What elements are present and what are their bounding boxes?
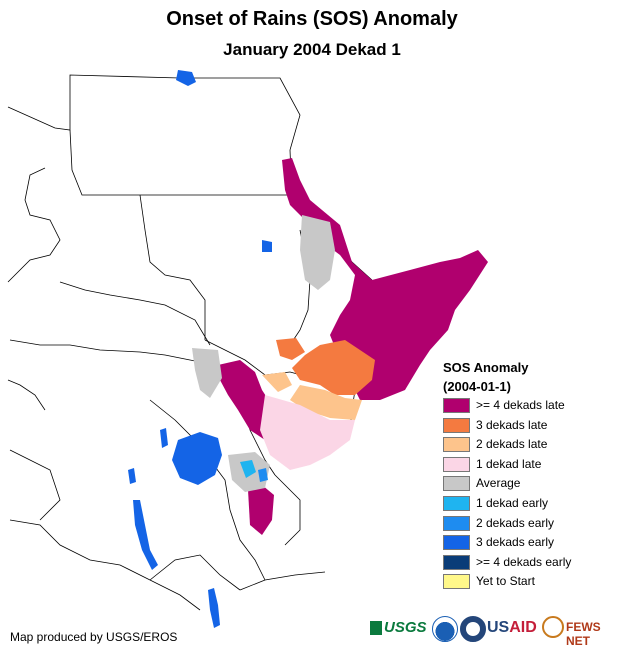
legend-label: Average	[476, 476, 521, 491]
legend: SOS Anomaly (2004-01-1) >= 4 dekads late…	[443, 358, 623, 592]
legend-swatch	[443, 574, 470, 590]
anomaly-regions	[192, 158, 488, 535]
water-bodies	[128, 70, 272, 628]
lake-tana	[262, 240, 272, 252]
border-sudan-west	[139, 194, 206, 340]
usaid-logo: USAID	[460, 616, 550, 642]
region-average-north	[300, 215, 335, 290]
legend-swatch	[443, 437, 470, 453]
lake-victoria	[172, 432, 222, 485]
legend-label: 1 dekad early	[476, 495, 549, 510]
map-title: Onset of Rains (SOS) Anomaly	[166, 8, 458, 30]
nile-delta	[176, 70, 196, 86]
legend-label: 3 dekads late	[476, 417, 548, 432]
border-car-sudan	[59, 281, 211, 346]
usaid-seal-icon	[460, 616, 486, 642]
border-drc-east	[149, 399, 266, 581]
legend-item: 3 dekads early	[443, 533, 623, 553]
border-egypt-sudan	[69, 129, 290, 196]
region-4-late-redsea	[282, 158, 488, 400]
legend-item: Average	[443, 474, 623, 494]
legend-label: >= 4 dekads early	[476, 554, 572, 569]
usaid-logo-text: USAID	[487, 619, 537, 637]
region-average-west	[192, 348, 222, 398]
legend-item: 1 dekad late	[443, 455, 623, 475]
border-chad-sudan	[7, 167, 61, 283]
region-4-late-south	[248, 485, 274, 535]
legend-swatch	[443, 554, 470, 570]
legend-swatch	[443, 515, 470, 531]
fewsnet-logo: FEWS NET	[542, 616, 622, 648]
legend-item: 2 dekads early	[443, 514, 623, 534]
region-1-late	[260, 395, 355, 470]
usgs-logo: USGS	[370, 619, 430, 638]
fewsnet-globe-icon	[542, 616, 564, 638]
border-angola	[9, 449, 61, 521]
region-1-early	[240, 460, 256, 478]
fewsnet-logo-text: FEWS NET	[566, 620, 601, 648]
border-libya-egypt	[7, 74, 301, 151]
legend-swatch	[443, 398, 470, 413]
border-mozambique	[239, 571, 326, 591]
border-cameroon	[7, 379, 46, 411]
lake-kivu	[128, 468, 136, 484]
usgs-mark-icon	[370, 621, 382, 635]
border-zambia	[149, 554, 241, 591]
legend-label: 2 dekads early	[476, 515, 555, 530]
legend-label: 1 dekad late	[476, 456, 542, 471]
legend-swatch	[443, 495, 470, 511]
border-car-drc	[9, 339, 216, 366]
legend-item: >= 4 dekads late	[443, 396, 623, 416]
legend-item: >= 4 dekads early	[443, 553, 623, 573]
lake-malawi	[208, 588, 220, 628]
usgs-logo-text: USGS	[384, 619, 427, 636]
legend-date: (2004-01-1)	[443, 379, 511, 394]
region-2-late	[290, 385, 362, 420]
region-3-late	[292, 340, 375, 395]
legend-item: Yet to Start	[443, 572, 623, 592]
legend-label: 3 dekads early	[476, 535, 555, 550]
noaa-logo-icon	[432, 616, 458, 642]
legend-swatch	[443, 476, 470, 492]
region-3-late-b	[276, 338, 305, 360]
legend-item: 1 dekad early	[443, 494, 623, 514]
region-2-late-b	[262, 372, 292, 392]
legend-label: >= 4 dekads late	[476, 398, 565, 412]
usaid-suffix: AID	[509, 619, 537, 636]
region-2-early	[258, 468, 268, 482]
lake-albert	[160, 428, 168, 448]
legend-swatch	[443, 456, 470, 472]
legend-label: 2 dekads late	[476, 437, 548, 452]
legend-title: SOS Anomaly	[443, 360, 529, 375]
legend-swatch	[443, 535, 470, 551]
legend-item: 3 dekads late	[443, 416, 623, 436]
border-drc-south	[9, 519, 201, 611]
legend-label: Yet to Start	[476, 574, 535, 589]
map-credit: Map produced by USGS/EROS	[10, 630, 178, 644]
legend-items: >= 4 dekads late 3 dekads late 2 dekads la…	[443, 396, 623, 592]
legend-item: 2 dekads late	[443, 435, 623, 455]
lake-tanganyika	[133, 500, 158, 570]
border-tanzania	[274, 474, 301, 546]
legend-swatch	[443, 417, 470, 433]
map-subtitle: January 2004 Dekad 1	[223, 40, 401, 59]
usaid-prefix: US	[487, 619, 510, 636]
